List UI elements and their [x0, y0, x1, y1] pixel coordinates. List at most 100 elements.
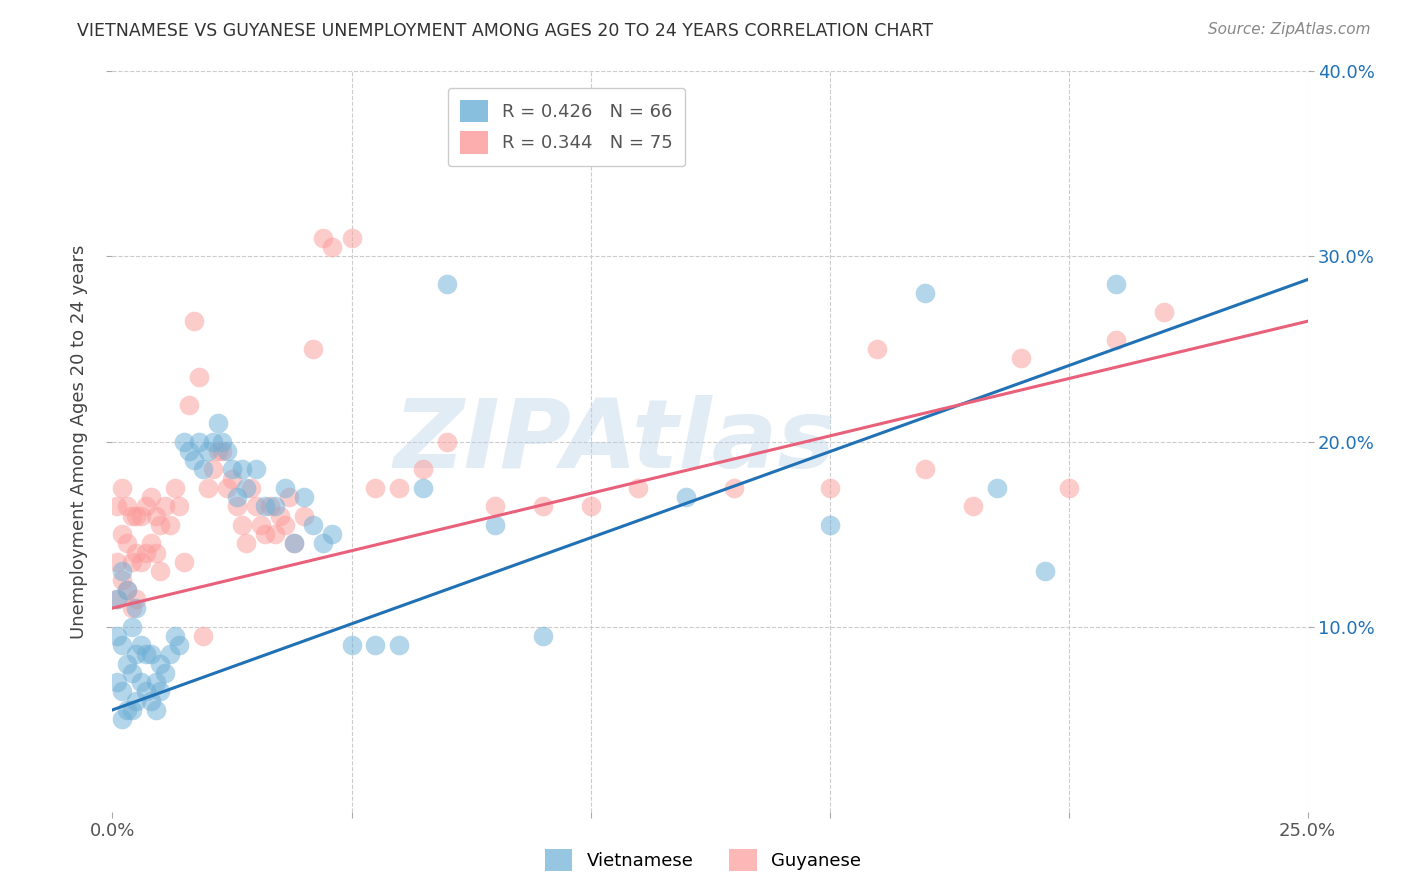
- Point: [1057, 481, 1080, 495]
- Point: [173, 555, 195, 569]
- Point: [340, 638, 363, 652]
- Point: [818, 517, 841, 532]
- Point: [135, 500, 157, 514]
- Point: [292, 508, 315, 523]
- Point: [201, 462, 224, 476]
- Point: [125, 545, 148, 560]
- Point: [211, 443, 233, 458]
- Point: [111, 564, 134, 578]
- Point: [1033, 564, 1056, 578]
- Point: [388, 638, 411, 652]
- Point: [121, 508, 143, 523]
- Point: [364, 481, 387, 495]
- Point: [173, 434, 195, 449]
- Point: [201, 434, 224, 449]
- Point: [115, 536, 138, 550]
- Point: [225, 500, 247, 514]
- Point: [105, 555, 128, 569]
- Point: [183, 314, 205, 328]
- Point: [193, 462, 215, 476]
- Point: [273, 517, 295, 532]
- Point: [273, 481, 295, 495]
- Point: [225, 490, 247, 504]
- Point: [962, 500, 984, 514]
- Point: [249, 517, 271, 532]
- Point: [111, 481, 134, 495]
- Point: [187, 434, 209, 449]
- Point: [129, 638, 152, 652]
- Point: [986, 481, 1008, 495]
- Point: [269, 508, 291, 523]
- Point: [105, 629, 128, 643]
- Point: [115, 582, 138, 597]
- Point: [259, 500, 281, 514]
- Point: [207, 443, 229, 458]
- Point: [115, 657, 138, 671]
- Point: [139, 536, 162, 550]
- Point: [125, 601, 148, 615]
- Point: [111, 527, 134, 541]
- Text: VIETNAMESE VS GUYANESE UNEMPLOYMENT AMONG AGES 20 TO 24 YEARS CORRELATION CHART: VIETNAMESE VS GUYANESE UNEMPLOYMENT AMON…: [77, 22, 934, 40]
- Point: [531, 629, 554, 643]
- Point: [153, 665, 176, 680]
- Point: [149, 564, 172, 578]
- Point: [235, 481, 257, 495]
- Point: [145, 508, 167, 523]
- Point: [866, 342, 889, 356]
- Point: [125, 648, 148, 662]
- Point: [193, 629, 215, 643]
- Point: [231, 517, 253, 532]
- Point: [177, 398, 200, 412]
- Point: [254, 527, 277, 541]
- Legend: R = 0.426   N = 66, R = 0.344   N = 75: R = 0.426 N = 66, R = 0.344 N = 75: [449, 87, 685, 166]
- Point: [627, 481, 650, 495]
- Point: [125, 508, 148, 523]
- Point: [197, 481, 219, 495]
- Point: [129, 555, 152, 569]
- Point: [145, 703, 167, 717]
- Point: [818, 481, 841, 495]
- Point: [159, 517, 181, 532]
- Point: [105, 500, 128, 514]
- Point: [121, 619, 143, 633]
- Point: [1010, 351, 1032, 366]
- Point: [675, 490, 697, 504]
- Point: [283, 536, 305, 550]
- Point: [302, 342, 325, 356]
- Point: [183, 453, 205, 467]
- Point: [235, 536, 257, 550]
- Point: [125, 694, 148, 708]
- Point: [115, 500, 138, 514]
- Point: [159, 648, 181, 662]
- Point: [115, 703, 138, 717]
- Point: [135, 684, 157, 698]
- Point: [121, 555, 143, 569]
- Point: [145, 545, 167, 560]
- Point: [312, 536, 335, 550]
- Point: [1153, 305, 1175, 319]
- Point: [388, 481, 411, 495]
- Point: [163, 481, 186, 495]
- Point: [135, 648, 157, 662]
- Point: [254, 500, 277, 514]
- Point: [187, 369, 209, 384]
- Point: [111, 638, 134, 652]
- Point: [197, 443, 219, 458]
- Point: [139, 648, 162, 662]
- Point: [221, 472, 243, 486]
- Point: [105, 675, 128, 690]
- Point: [105, 591, 128, 606]
- Point: [163, 629, 186, 643]
- Point: [484, 517, 506, 532]
- Point: [312, 231, 335, 245]
- Text: Source: ZipAtlas.com: Source: ZipAtlas.com: [1208, 22, 1371, 37]
- Point: [221, 462, 243, 476]
- Point: [149, 684, 172, 698]
- Point: [914, 462, 936, 476]
- Point: [292, 490, 315, 504]
- Point: [139, 694, 162, 708]
- Legend: Vietnamese, Guyanese: Vietnamese, Guyanese: [537, 842, 869, 879]
- Point: [264, 500, 287, 514]
- Point: [283, 536, 305, 550]
- Point: [240, 481, 263, 495]
